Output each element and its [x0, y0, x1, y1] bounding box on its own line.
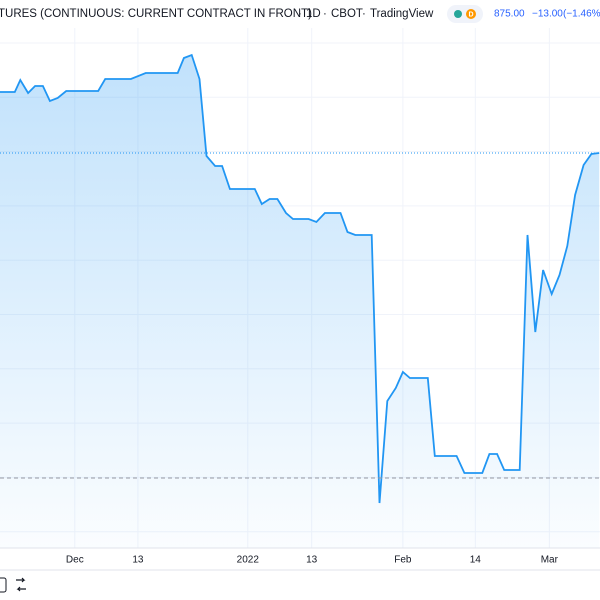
separator: ·: [362, 8, 366, 20]
status-pill[interactable]: [447, 5, 483, 23]
price-line: [0, 53, 600, 504]
separator: ·: [323, 8, 327, 20]
x-tick-label: Mar: [541, 555, 559, 566]
chart-title: TURES (CONTINUOUS: CURRENT CONTRACT IN F…: [0, 8, 312, 20]
x-tick-label: Dec: [66, 555, 84, 566]
x-axis: Dec 13 2022 13 Feb 14 Mar: [66, 555, 559, 566]
toolbar-button[interactable]: [0, 577, 7, 593]
interval: 1D: [306, 8, 321, 20]
x-tick-label: 2022: [237, 555, 260, 566]
x-tick-label: 14: [470, 555, 482, 566]
header-bar: [0, 0, 600, 28]
last-price: 875.00: [494, 9, 525, 20]
delay-badge: [466, 9, 476, 19]
area: [0, 55, 600, 548]
plot: [0, 53, 600, 548]
x-tick-label: Feb: [394, 555, 412, 566]
price-change: −13.00: [532, 9, 563, 20]
separator: ·: [298, 8, 302, 20]
status-dot: [454, 10, 462, 18]
x-tick-label: 13: [306, 555, 318, 566]
price-change-pct: (−1.46%): [563, 9, 600, 20]
swap-icon: [16, 577, 26, 592]
exchange: CBOT: [331, 8, 363, 20]
toolbar: [0, 570, 600, 600]
toolbar-button[interactable]: [16, 577, 26, 592]
delay-letter: D: [468, 11, 473, 18]
source: TradingView: [370, 8, 434, 20]
x-tick-label: 13: [132, 555, 144, 566]
